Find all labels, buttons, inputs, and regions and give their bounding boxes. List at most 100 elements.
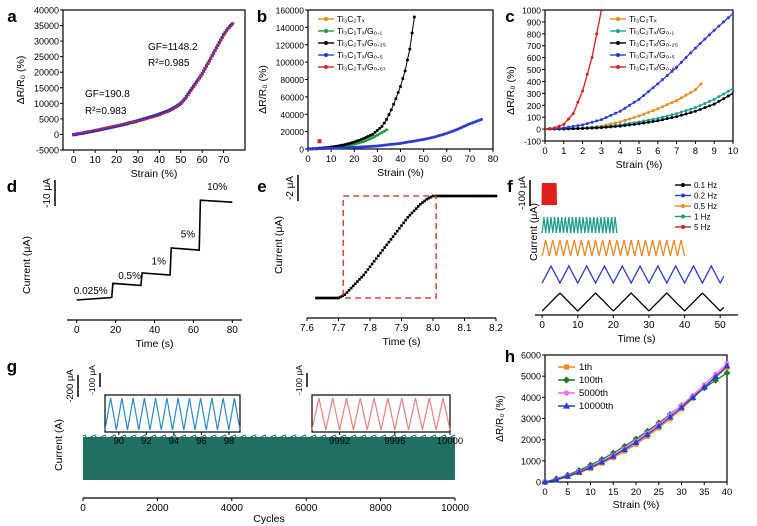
- panel-e-point: [383, 246, 386, 249]
- panel-h-point: [609, 452, 617, 459]
- panel-h-point: [700, 383, 708, 390]
- panel-c-point: [661, 105, 664, 109]
- panel-c-point: [628, 117, 632, 121]
- panel-a-annotation: GF=190.8: [85, 89, 130, 100]
- panel-e-point: [468, 194, 471, 198]
- panel-f-xtick-label: 20: [608, 320, 620, 331]
- panel-f-legend-2-label: 0.5 Hz: [694, 202, 717, 211]
- panel-c-xtick-label: 10: [728, 146, 739, 157]
- panel-c-point: [599, 118, 603, 122]
- panel-e-point: [339, 295, 342, 299]
- panel-a-point: [187, 90, 191, 95]
- panel-c-point: [693, 46, 697, 50]
- panel-b-letter: b: [257, 7, 267, 26]
- panel-c-plot-area: [545, 10, 733, 131]
- panel-h-point: [723, 369, 731, 377]
- panel-b-point: [350, 146, 354, 150]
- panel-e-point: [362, 273, 365, 277]
- panel-h-legend-0-marker: [563, 364, 570, 370]
- panel-f-xtick-label: 50: [715, 320, 727, 331]
- panel-b-point: [310, 147, 314, 151]
- panel-e-point: [414, 207, 418, 210]
- panel-b-point: [364, 139, 368, 143]
- panel-e-xtick-label: 7.9: [395, 323, 409, 334]
- panel-a-xtick-label: 50: [175, 155, 187, 166]
- panel-a-fit-line: [73, 21, 235, 136]
- panel-h-xtick-label: 35: [699, 487, 710, 498]
- panel-b-point: [385, 128, 389, 132]
- panel-b-xtick-label: 30: [372, 154, 383, 165]
- panel-d-scale-label: -10 μA: [42, 178, 53, 208]
- panel-d-xlabel: Time (s): [135, 338, 173, 350]
- panel-d-annotation: 10%: [207, 182, 227, 193]
- panel-a-xtick-label: 20: [111, 155, 123, 166]
- panel-e-point: [485, 194, 488, 198]
- panel-h-xtick-label: 10: [585, 487, 596, 498]
- panel-b-point: [308, 147, 312, 151]
- panel-b-point: [333, 146, 337, 150]
- panel-b-point: [357, 141, 361, 145]
- panel-e-point: [479, 194, 483, 198]
- panel-c-xtick-label: 1: [561, 146, 566, 157]
- panel-g-xtick-label: 10000: [441, 503, 469, 514]
- panel-b-point: [389, 108, 393, 112]
- panel-e-point: [343, 293, 347, 297]
- panel-b-point: [352, 142, 356, 146]
- panel-e-point: [458, 194, 462, 198]
- panel-e-point: [449, 194, 452, 198]
- panel-b-ytick-label: 0: [299, 145, 304, 155]
- panel-h-point: [655, 422, 663, 429]
- panel-a-letter: a: [7, 7, 17, 26]
- panel-e-point: [417, 205, 420, 208]
- panel-g-ylabel: Current (A): [53, 419, 65, 471]
- panel-c-point: [689, 51, 693, 55]
- panel-c-point: [684, 109, 688, 113]
- panel-e-point: [492, 194, 496, 198]
- panel-b-point: [357, 138, 361, 142]
- panel-h-point: [643, 431, 651, 437]
- panel-f-letter: f: [507, 177, 513, 196]
- panel-c-point: [642, 121, 646, 125]
- panel-c-ylabel: ΔR/R₀ (%): [505, 66, 517, 115]
- panel-c-point: [708, 104, 711, 108]
- panel-f-legend-2-swatch-marker: [681, 204, 685, 208]
- panel-c-series-line: [545, 10, 603, 130]
- panel-g-cyclic-band: [83, 437, 455, 480]
- panel-c-point: [632, 100, 636, 104]
- panel-f-legend-3-swatch-marker: [681, 214, 685, 219]
- panel-e-xtick-label: 7.7: [332, 323, 346, 334]
- panel-e-point: [443, 194, 447, 198]
- panel-c-point: [548, 126, 552, 130]
- panel-e-point: [329, 296, 333, 300]
- panel-b-xtick-label: 70: [465, 154, 476, 165]
- panel-c-ytick-label: 300: [527, 89, 541, 99]
- panel-a-annotation: R²=0.983: [85, 106, 127, 117]
- panel-c-point: [628, 103, 632, 107]
- panel-c-ytick-label: 200: [527, 101, 541, 111]
- panel-c-point: [576, 124, 580, 128]
- panel-b-xlabel: Strain (%): [377, 167, 424, 179]
- panel-e-point: [412, 209, 416, 213]
- panel-c-point: [599, 126, 603, 130]
- panel-b-point: [329, 146, 333, 150]
- panel-h-legend-3-marker: [562, 402, 571, 409]
- panel-c-point: [675, 115, 679, 119]
- panel-c-point: [618, 109, 622, 113]
- panel-c-point: [675, 65, 679, 69]
- panel-b-point: [345, 142, 349, 146]
- panel-e-highlight-box: [342, 195, 437, 299]
- panel-h-xtick-label: 5: [565, 487, 570, 498]
- panel-c-point: [722, 20, 726, 24]
- panel-c-legend-0-swatch-marker: [616, 17, 620, 21]
- panel-h-xtick-label: 30: [676, 487, 687, 498]
- panel-c-point: [623, 124, 627, 128]
- panel-c-point: [651, 109, 655, 113]
- panel-b-point: [392, 102, 396, 106]
- panel-g-letter: g: [7, 357, 17, 376]
- panel-e-point: [435, 194, 439, 198]
- panel-b-point: [396, 91, 400, 95]
- panel-c-point: [661, 118, 664, 122]
- panel-e-point: [325, 296, 329, 300]
- panel-e-point: [400, 224, 403, 227]
- panel-e-point: [321, 296, 325, 300]
